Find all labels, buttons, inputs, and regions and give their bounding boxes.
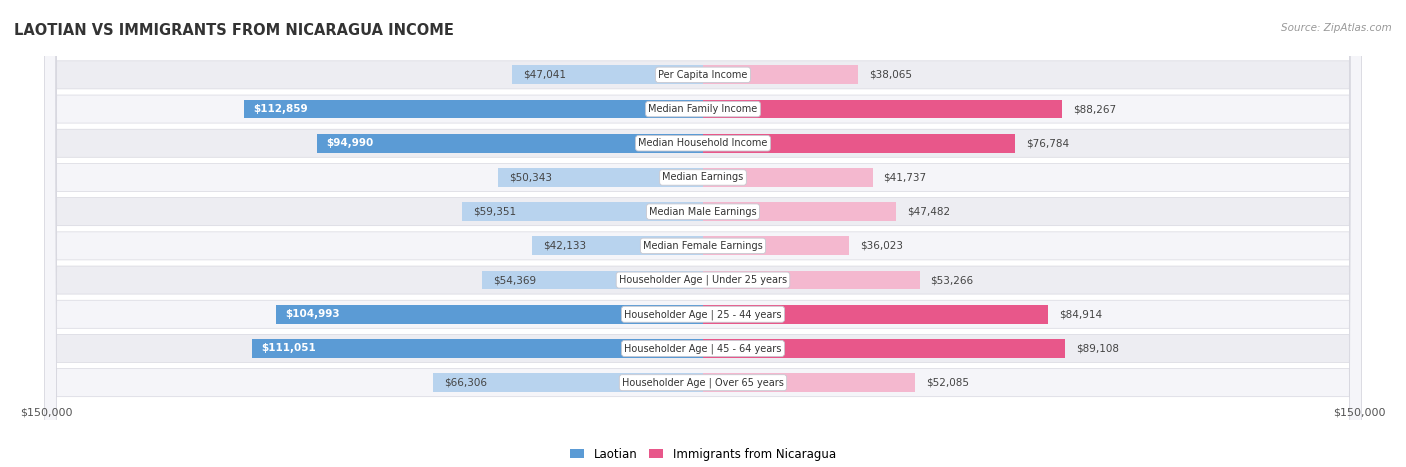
- Text: $47,482: $47,482: [907, 207, 950, 217]
- Text: $38,065: $38,065: [869, 70, 911, 80]
- Text: $88,267: $88,267: [1073, 104, 1116, 114]
- Text: Median Female Earnings: Median Female Earnings: [643, 241, 763, 251]
- FancyBboxPatch shape: [45, 0, 1361, 467]
- Bar: [703, 373, 915, 392]
- Text: Householder Age | 45 - 64 years: Householder Age | 45 - 64 years: [624, 343, 782, 354]
- Text: $41,737: $41,737: [883, 172, 927, 183]
- Text: $52,085: $52,085: [925, 378, 969, 388]
- Bar: [703, 271, 920, 290]
- FancyBboxPatch shape: [45, 0, 1361, 467]
- FancyBboxPatch shape: [45, 0, 1361, 467]
- Text: Householder Age | Over 65 years: Householder Age | Over 65 years: [621, 377, 785, 388]
- Bar: [703, 236, 849, 255]
- Text: $42,133: $42,133: [543, 241, 586, 251]
- Text: Householder Age | Under 25 years: Householder Age | Under 25 years: [619, 275, 787, 285]
- Text: $89,108: $89,108: [1076, 343, 1119, 354]
- Text: $111,051: $111,051: [260, 343, 315, 354]
- Text: $94,990: $94,990: [326, 138, 374, 148]
- Bar: [252, 339, 703, 358]
- Text: $104,993: $104,993: [285, 309, 340, 319]
- Text: $150,000: $150,000: [1333, 408, 1386, 418]
- Text: $47,041: $47,041: [523, 70, 565, 80]
- Bar: [433, 373, 703, 392]
- Text: Per Capita Income: Per Capita Income: [658, 70, 748, 80]
- Text: $150,000: $150,000: [20, 408, 73, 418]
- FancyBboxPatch shape: [45, 0, 1361, 467]
- Bar: [703, 202, 896, 221]
- Text: Median Male Earnings: Median Male Earnings: [650, 207, 756, 217]
- FancyBboxPatch shape: [45, 0, 1361, 467]
- Bar: [245, 99, 703, 119]
- FancyBboxPatch shape: [45, 0, 1361, 467]
- FancyBboxPatch shape: [45, 0, 1361, 467]
- Text: Source: ZipAtlas.com: Source: ZipAtlas.com: [1281, 23, 1392, 33]
- Legend: Laotian, Immigrants from Nicaragua: Laotian, Immigrants from Nicaragua: [565, 443, 841, 466]
- Bar: [531, 236, 703, 255]
- Text: LAOTIAN VS IMMIGRANTS FROM NICARAGUA INCOME: LAOTIAN VS IMMIGRANTS FROM NICARAGUA INC…: [14, 23, 454, 38]
- Bar: [703, 65, 858, 84]
- Text: $50,343: $50,343: [509, 172, 553, 183]
- Bar: [703, 339, 1066, 358]
- Bar: [703, 305, 1047, 324]
- Text: $112,859: $112,859: [253, 104, 308, 114]
- Text: $36,023: $36,023: [860, 241, 904, 251]
- Bar: [276, 305, 703, 324]
- Text: $84,914: $84,914: [1059, 309, 1102, 319]
- Text: Median Household Income: Median Household Income: [638, 138, 768, 148]
- Text: $53,266: $53,266: [931, 275, 973, 285]
- Bar: [703, 134, 1015, 153]
- Text: $59,351: $59,351: [472, 207, 516, 217]
- Bar: [482, 271, 703, 290]
- Text: Householder Age | 25 - 44 years: Householder Age | 25 - 44 years: [624, 309, 782, 319]
- Bar: [498, 168, 703, 187]
- Bar: [316, 134, 703, 153]
- Text: $66,306: $66,306: [444, 378, 488, 388]
- Bar: [703, 168, 873, 187]
- FancyBboxPatch shape: [45, 0, 1361, 467]
- Bar: [512, 65, 703, 84]
- Bar: [461, 202, 703, 221]
- Text: Median Family Income: Median Family Income: [648, 104, 758, 114]
- Bar: [703, 99, 1062, 119]
- FancyBboxPatch shape: [45, 0, 1361, 467]
- Text: $76,784: $76,784: [1026, 138, 1069, 148]
- Text: $54,369: $54,369: [494, 275, 536, 285]
- FancyBboxPatch shape: [45, 0, 1361, 467]
- Text: Median Earnings: Median Earnings: [662, 172, 744, 183]
